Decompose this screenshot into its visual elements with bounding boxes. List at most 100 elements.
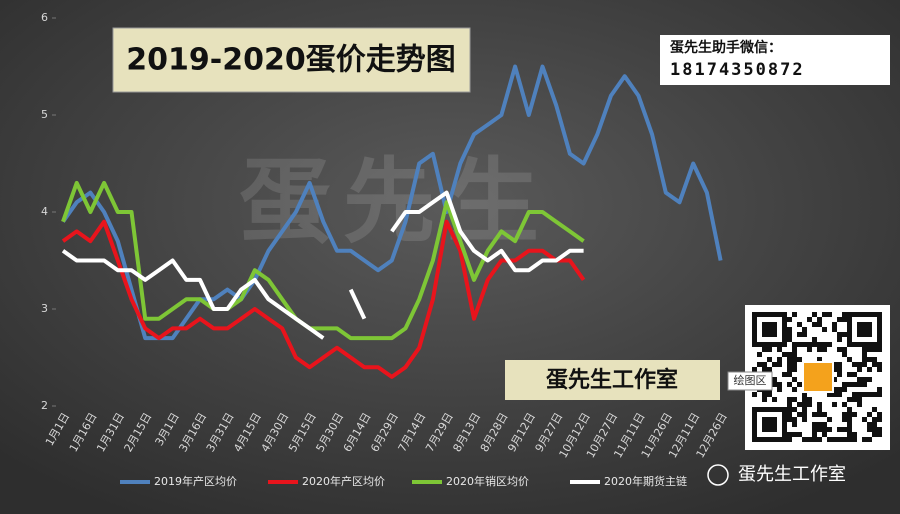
qr-cell (842, 437, 847, 442)
qr-cell (877, 387, 882, 392)
qr-cell (762, 312, 767, 317)
qr-cell (787, 432, 792, 437)
qr-cell (877, 342, 882, 347)
qr-cell (822, 312, 827, 317)
studio-label: 蛋先生工作室 (546, 367, 678, 393)
qr-cell (877, 332, 882, 337)
qr-cell (877, 427, 882, 432)
qr-cell (797, 332, 802, 337)
qr-cell (812, 312, 817, 317)
qr-cell (752, 422, 757, 427)
qr-cell (782, 327, 787, 332)
wechat-icon (707, 464, 729, 486)
qr-cell (842, 387, 847, 392)
qr-cell (782, 437, 787, 442)
qr-cell (847, 372, 852, 377)
qr-cell (792, 422, 797, 427)
qr-cell (762, 407, 767, 412)
qr-cell (867, 427, 872, 432)
qr-cell (867, 437, 872, 442)
qr-cell (817, 357, 822, 362)
qr-cell (877, 322, 882, 327)
qr-cell (802, 437, 807, 442)
qr-cell (842, 317, 847, 322)
series-line (61, 64, 723, 341)
qr-cell (867, 327, 872, 332)
qr-cell (777, 357, 782, 362)
qr-cell (872, 342, 877, 347)
qr-cell (862, 357, 867, 362)
qr-cell (837, 317, 842, 322)
qr-cell (762, 437, 767, 442)
qr-cell (862, 322, 867, 327)
qr-cell (872, 392, 877, 397)
qr-cell (877, 362, 882, 367)
qr-cell (772, 427, 777, 432)
series-line (61, 219, 586, 379)
qr-cell (812, 342, 817, 347)
qr-cell (862, 342, 867, 347)
qr-cell (872, 347, 877, 352)
chart-title: 2019-2020蛋价走势图 (126, 43, 455, 78)
qr-cell (782, 412, 787, 417)
qr-cell (797, 342, 802, 347)
qr-cell (782, 312, 787, 317)
qr-cell (827, 312, 832, 317)
qr-cell (787, 437, 792, 442)
qr-cell (767, 327, 772, 332)
wechat-label: 蛋先生助手微信： (670, 39, 782, 56)
qr-pattern (752, 312, 882, 442)
qr-cell (857, 332, 862, 337)
qr-cell (827, 342, 832, 347)
qr-cell (807, 347, 812, 352)
qr-cell (767, 357, 772, 362)
qr-cell (787, 327, 792, 332)
qr-cell (757, 352, 762, 357)
qr-cell (817, 427, 822, 432)
qr-cell (817, 317, 822, 322)
qr-cell (797, 357, 802, 362)
qr-cell (862, 327, 867, 332)
qr-cell (767, 427, 772, 432)
qr-cell (832, 322, 837, 327)
qr-cell (827, 427, 832, 432)
qr-cell (842, 312, 847, 317)
plot-area-tag (727, 371, 773, 391)
qr-cell (762, 417, 767, 422)
qr-cell (872, 407, 877, 412)
plot-area-label: 绘图区 (734, 373, 767, 387)
qr-cell (767, 367, 772, 372)
qr-cell (772, 407, 777, 412)
qr-cell (842, 382, 847, 387)
qr-cell (872, 422, 877, 427)
qr-cell (787, 402, 792, 407)
qr-cell (762, 427, 767, 432)
qr-cell (827, 392, 832, 397)
qr-cell (812, 427, 817, 432)
qr-cell (772, 397, 777, 402)
qr-cell (862, 377, 867, 382)
qr-cell (877, 367, 882, 372)
qr-cell (862, 332, 867, 337)
qr-cell (857, 312, 862, 317)
qr-cell (847, 357, 852, 362)
footer: 蛋先生工作室 (738, 464, 846, 485)
qr-cell (852, 312, 857, 317)
qr-cell (812, 322, 817, 327)
qr-cell (767, 437, 772, 442)
qr-cell (767, 392, 772, 397)
qr-cell (787, 337, 792, 342)
qr-cell (842, 347, 847, 352)
qr-cell (817, 407, 822, 412)
qr-cell (752, 407, 757, 412)
qr-cell (857, 377, 862, 382)
qr-cell (877, 417, 882, 422)
qr-cell (867, 342, 872, 347)
qr-cell (752, 427, 757, 432)
qr-cell (837, 337, 842, 342)
qr-cell (787, 412, 792, 417)
qr-cell (837, 367, 842, 372)
qr-cell (777, 312, 782, 317)
qr-cell (802, 392, 807, 397)
